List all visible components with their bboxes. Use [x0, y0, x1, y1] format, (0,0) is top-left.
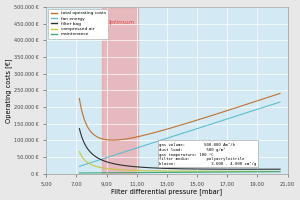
Y-axis label: Operating costs [€]: Operating costs [€] — [5, 58, 12, 123]
Text: gas volume:        500.000 Am³/h
dust load:          500 g/m³
gas temperature: 1: gas volume: 500.000 Am³/h dust load: 500… — [159, 142, 257, 166]
Text: Optimum: Optimum — [105, 20, 135, 25]
Bar — [102, 7, 138, 174]
X-axis label: Filter differential pressure [mbar]: Filter differential pressure [mbar] — [111, 188, 223, 195]
Legend: total operating costs, fan energy, filter bag, compressed air, maintenance: total operating costs, fan energy, filte… — [48, 9, 108, 39]
